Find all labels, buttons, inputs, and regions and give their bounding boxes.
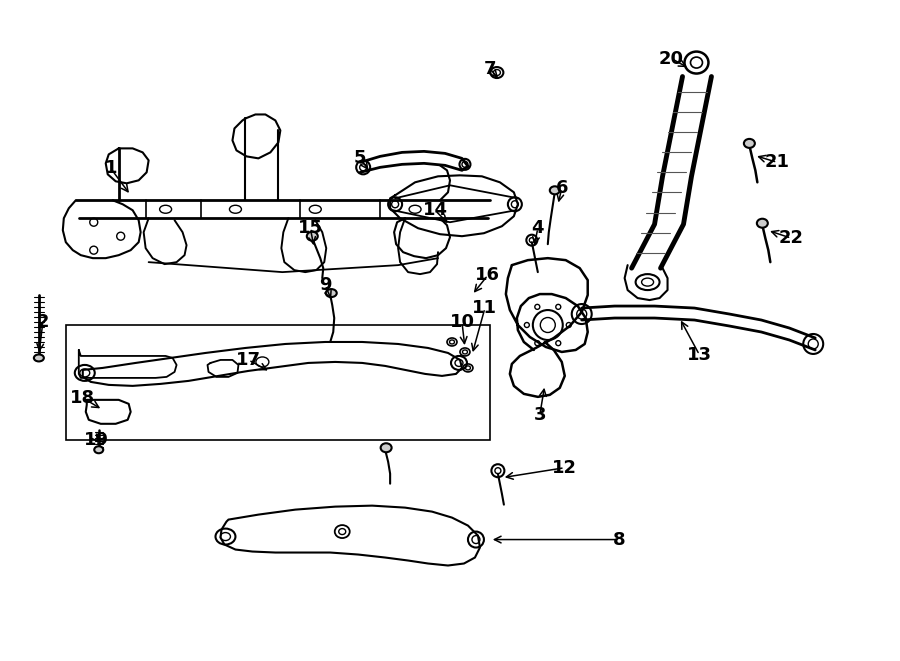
Text: 4: 4: [532, 219, 544, 237]
Text: 6: 6: [555, 179, 568, 197]
Ellipse shape: [757, 219, 768, 228]
Text: 1: 1: [104, 159, 117, 177]
Bar: [66, 325, 490, 440]
Ellipse shape: [307, 232, 318, 241]
Text: 3: 3: [534, 406, 546, 424]
Text: 7: 7: [483, 59, 496, 77]
Text: 10: 10: [449, 313, 474, 331]
Text: 20: 20: [659, 50, 684, 67]
Text: 15: 15: [298, 219, 323, 237]
Text: 2: 2: [37, 313, 50, 331]
Ellipse shape: [744, 139, 755, 148]
Text: 16: 16: [475, 266, 500, 284]
Text: 12: 12: [553, 459, 577, 477]
Text: 14: 14: [422, 201, 447, 219]
Text: 19: 19: [85, 431, 109, 449]
Ellipse shape: [94, 446, 104, 453]
Text: 18: 18: [70, 389, 95, 407]
Ellipse shape: [550, 186, 560, 194]
Ellipse shape: [381, 444, 392, 452]
Ellipse shape: [34, 354, 44, 362]
Ellipse shape: [326, 289, 337, 297]
Text: 17: 17: [236, 351, 261, 369]
Text: 11: 11: [472, 299, 498, 317]
Text: 22: 22: [778, 229, 804, 247]
Text: 13: 13: [687, 346, 712, 364]
Text: 21: 21: [765, 153, 790, 171]
Text: 9: 9: [319, 276, 331, 294]
Text: 5: 5: [354, 149, 366, 167]
Text: 8: 8: [613, 531, 626, 549]
